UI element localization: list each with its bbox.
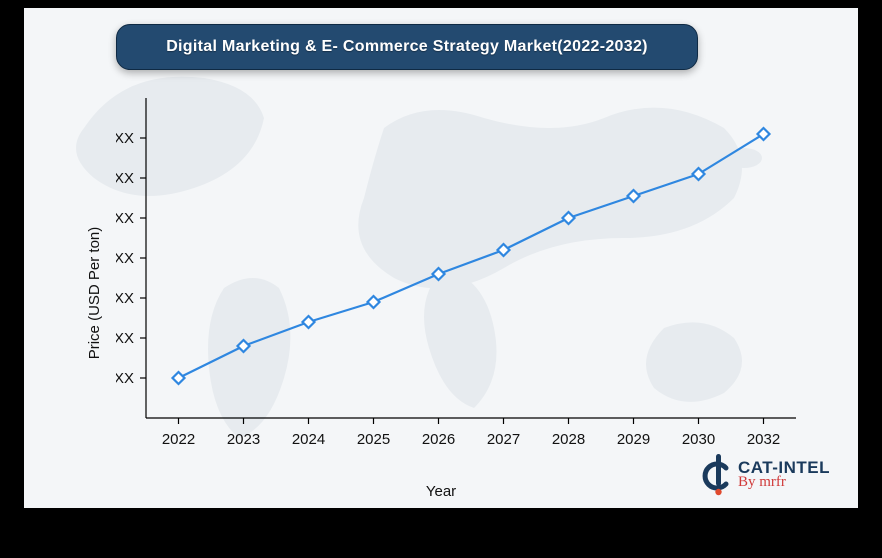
data-marker — [563, 212, 575, 224]
y-tick-label: XX — [116, 250, 134, 267]
y-tick-label: XX — [116, 370, 134, 387]
x-axis-label: Year — [426, 483, 456, 500]
y-tick-label: XX — [116, 170, 134, 187]
y-tick-label: XX — [116, 210, 134, 227]
data-marker — [368, 296, 380, 308]
x-tick-label: 2025 — [357, 431, 390, 448]
x-tick-label: 2024 — [292, 431, 325, 448]
data-marker — [758, 128, 770, 140]
brand-logo: CAT-INTEL By mrfr — [702, 452, 830, 496]
data-marker — [303, 316, 315, 328]
y-tick-label: XX — [116, 130, 134, 147]
x-tick-label: 2028 — [552, 431, 585, 448]
data-marker — [693, 168, 705, 180]
logo-mark-icon — [702, 452, 732, 496]
chart-title-text: Digital Marketing & E- Commerce Strategy… — [166, 38, 648, 56]
y-tick-label: XX — [116, 290, 134, 307]
chart-title: Digital Marketing & E- Commerce Strategy… — [116, 24, 698, 70]
trend-line — [179, 134, 764, 378]
data-marker — [498, 244, 510, 256]
data-marker — [238, 340, 250, 352]
x-tick-label: 2032 — [747, 431, 780, 448]
x-tick-label: 2027 — [487, 431, 520, 448]
x-tick-label: 2030 — [682, 431, 715, 448]
x-tick-label: 2022 — [162, 431, 195, 448]
y-axis-label: Price (USD Per ton) — [86, 227, 103, 360]
data-marker — [628, 190, 640, 202]
plot-area: XXXXXXXXXXXXXX20222023202420252026202720… — [116, 88, 816, 418]
data-marker — [433, 268, 445, 280]
plot-svg: XX XX XX XX XX XX XX 2022 2023 2024 2025 2026 2027 20… — [116, 88, 816, 468]
data-marker — [173, 372, 185, 384]
y-tick-label: XX — [116, 330, 134, 347]
chart-area: Price (USD Per ton) Year XX XX XX XX XX XX XX 2… — [24, 78, 858, 508]
chart-panel: Digital Marketing & E- Commerce Strategy… — [24, 8, 858, 508]
x-tick-label: 2023 — [227, 431, 260, 448]
x-tick-label: 2026 — [422, 431, 455, 448]
x-tick-label: 2029 — [617, 431, 650, 448]
